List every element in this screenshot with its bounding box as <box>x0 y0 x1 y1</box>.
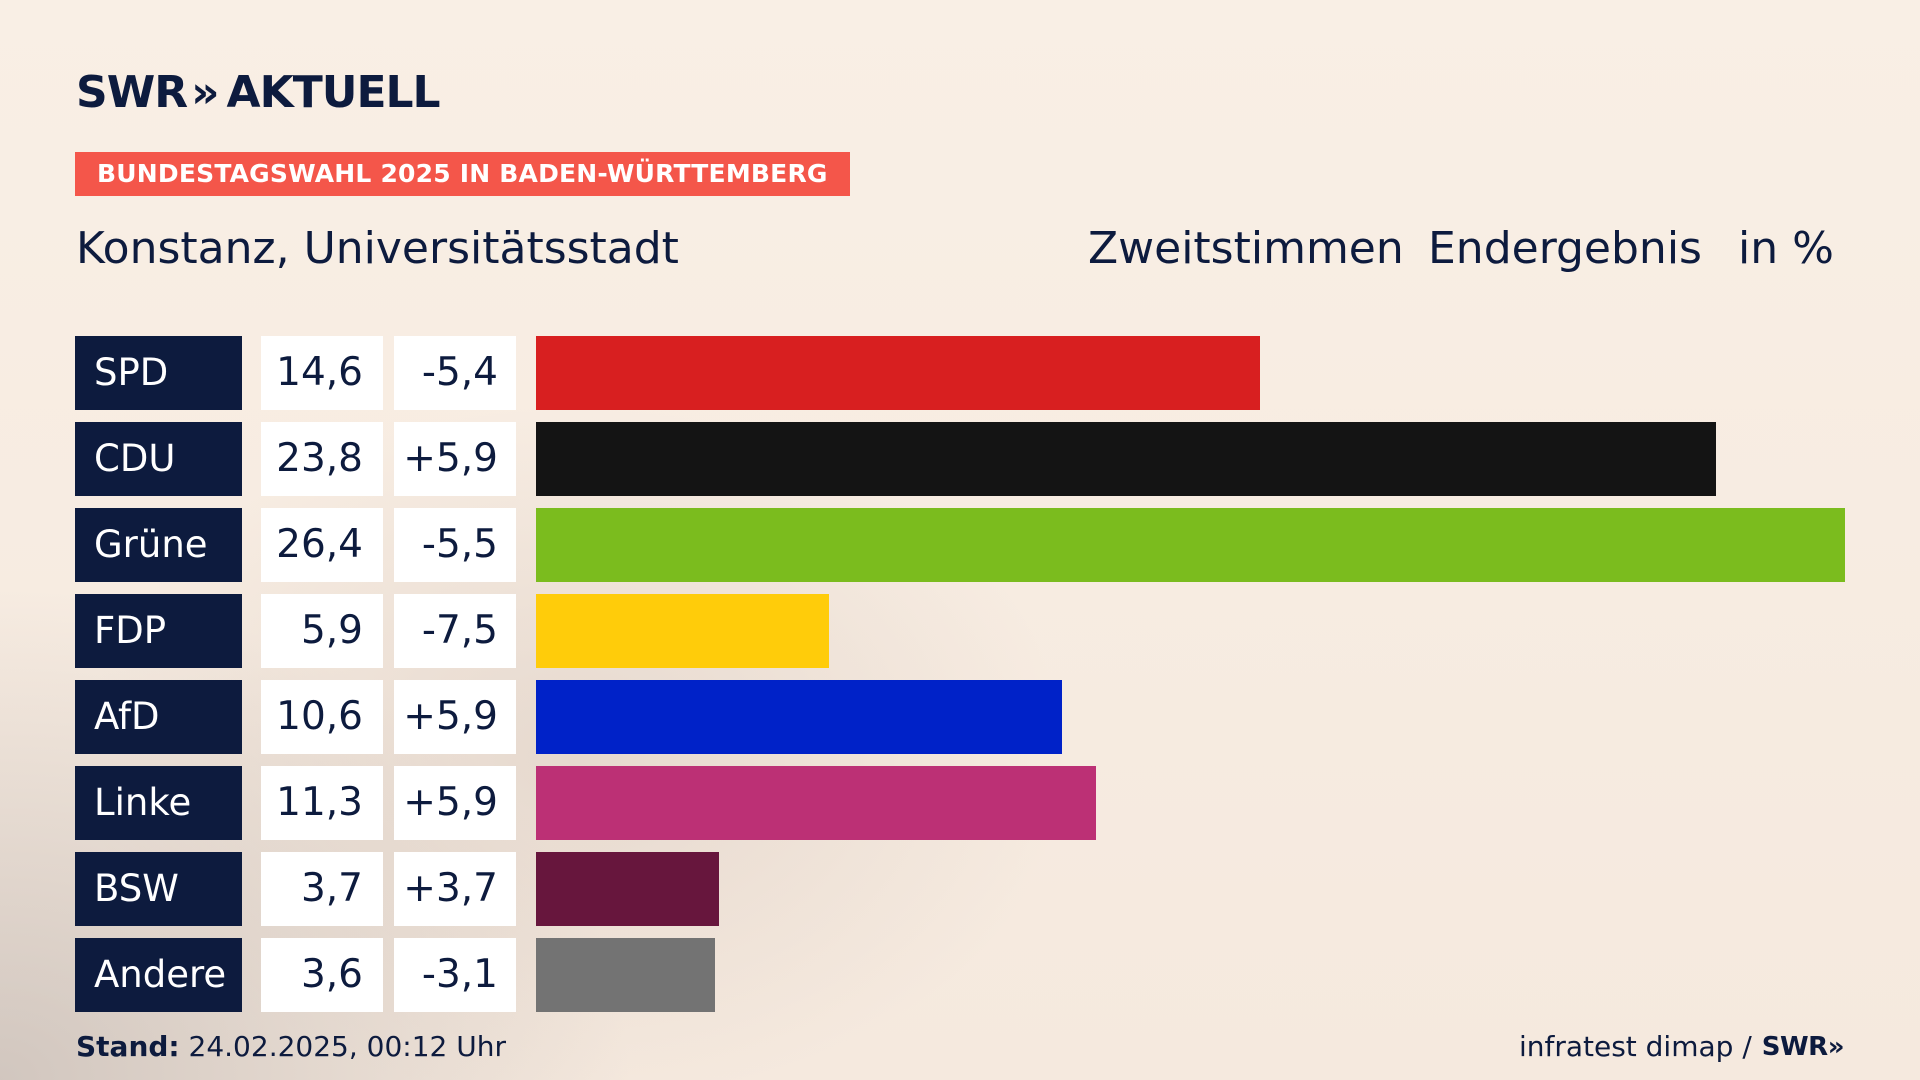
change-value: +5,9 <box>394 680 516 754</box>
party-label: SPD <box>75 336 242 410</box>
timestamp: Stand: 24.02.2025, 00:12 Uhr <box>76 1030 506 1064</box>
result-state-label: Endergebnis <box>1428 223 1702 274</box>
logo-aktuell-text: AKTUELL <box>226 66 441 118</box>
result-bar <box>536 422 1716 496</box>
result-bar <box>536 852 719 926</box>
party-label: FDP <box>75 594 242 668</box>
result-row: SPD 14,6 -5,4 <box>75 336 1845 410</box>
change-value: +5,9 <box>394 422 516 496</box>
change-value: +5,9 <box>394 766 516 840</box>
result-row: BSW 3,7 +3,7 <box>75 852 1845 926</box>
vote-share-value: 26,4 <box>261 508 383 582</box>
result-row: Andere 3,6 -3,1 <box>75 938 1845 1012</box>
result-row: CDU 23,8 +5,9 <box>75 422 1845 496</box>
stand-label: Stand: <box>76 1030 180 1063</box>
party-label: Grüne <box>75 508 242 582</box>
party-label: CDU <box>75 422 242 496</box>
result-bar <box>536 680 1062 754</box>
mini-logo-text: SWR <box>1761 1032 1828 1062</box>
election-badge: BUNDESTAGSWAHL 2025 IN BADEN-WÜRTTEMBERG <box>75 152 850 196</box>
result-row: AfD 10,6 +5,9 <box>75 680 1845 754</box>
region-title: Konstanz, Universitätsstadt <box>76 223 679 274</box>
change-value: +3,7 <box>394 852 516 926</box>
vote-share-value: 3,6 <box>261 938 383 1012</box>
change-value: -3,1 <box>394 938 516 1012</box>
result-bar <box>536 938 715 1012</box>
chevron-double-right-icon: » <box>191 66 219 118</box>
swr-aktuell-logo: SWR » AKTUELL <box>76 66 441 118</box>
result-bar <box>536 336 1260 410</box>
party-label: Andere <box>75 938 242 1012</box>
change-value: -5,4 <box>394 336 516 410</box>
change-value: -5,5 <box>394 508 516 582</box>
party-label: AfD <box>75 680 242 754</box>
result-row: FDP 5,9 -7,5 <box>75 594 1845 668</box>
result-bar <box>536 594 829 668</box>
vote-share-value: 23,8 <box>261 422 383 496</box>
source-credit: infratest dimap / SWR » <box>1518 1030 1845 1064</box>
vote-share-value: 14,6 <box>261 336 383 410</box>
vote-share-value: 3,7 <box>261 852 383 926</box>
result-row: Linke 11,3 +5,9 <box>75 766 1845 840</box>
logo-swr-text: SWR <box>76 66 188 118</box>
result-bar <box>536 508 1845 582</box>
result-bar <box>536 766 1096 840</box>
swr-mini-logo: SWR » <box>1761 1030 1845 1064</box>
party-label: BSW <box>75 852 242 926</box>
vote-share-value: 11,3 <box>261 766 383 840</box>
result-row: Grüne 26,4 -5,5 <box>75 508 1845 582</box>
stand-value: 24.02.2025, 00:12 Uhr <box>188 1030 506 1063</box>
unit-label: in % <box>1738 223 1834 274</box>
source-text: infratest dimap / <box>1518 1030 1752 1063</box>
party-label: Linke <box>75 766 242 840</box>
vote-type-label: Zweitstimmen <box>1088 223 1404 274</box>
vote-share-value: 5,9 <box>261 594 383 668</box>
vote-share-value: 10,6 <box>261 680 383 754</box>
change-value: -7,5 <box>394 594 516 668</box>
chevron-double-right-icon: » <box>1827 1032 1845 1062</box>
